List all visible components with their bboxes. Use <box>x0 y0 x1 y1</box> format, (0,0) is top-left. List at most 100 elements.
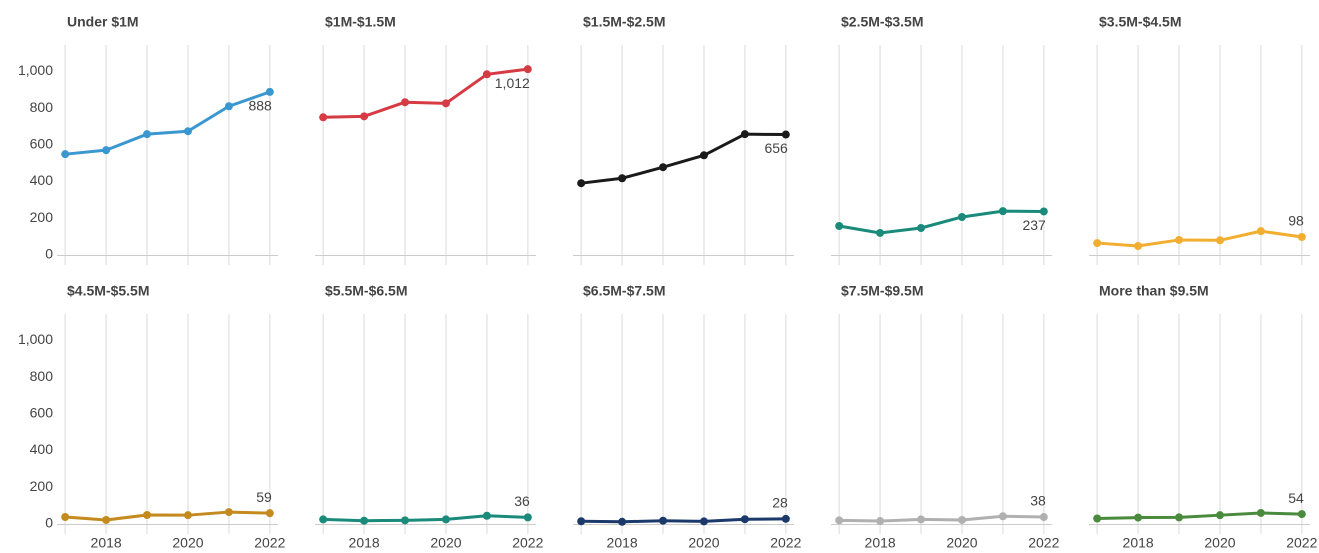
y-tick-label: 0 <box>45 515 53 531</box>
point <box>1093 514 1102 523</box>
series-line <box>1097 511 1302 520</box>
y-tick-label: 600 <box>30 136 54 152</box>
value-label: 59 <box>256 489 272 505</box>
point <box>143 511 152 520</box>
value-label: 1,012 <box>495 75 530 91</box>
point <box>482 511 491 520</box>
point <box>699 151 708 160</box>
point <box>917 224 926 233</box>
point <box>482 70 491 79</box>
panel-title: $1M-$1.5M <box>325 14 396 30</box>
point <box>143 130 152 139</box>
point <box>781 130 790 139</box>
point <box>957 212 966 221</box>
series-line <box>581 517 786 524</box>
y-tick-label: 200 <box>30 209 54 225</box>
point <box>957 515 966 524</box>
point <box>441 515 450 524</box>
point <box>523 65 532 74</box>
x-tick-label: 2020 <box>1204 535 1235 551</box>
point <box>577 517 586 526</box>
panel-title: Under $1M <box>67 14 139 30</box>
series-line <box>65 510 270 522</box>
point <box>61 150 70 159</box>
value-label: 98 <box>1288 213 1304 229</box>
series-line <box>65 90 271 156</box>
x-tick-label: 2018 <box>865 535 896 551</box>
x-tick-label: 2020 <box>430 535 461 551</box>
point <box>401 98 410 107</box>
x-tick-label: 2022 <box>1286 535 1317 551</box>
point <box>1134 242 1143 251</box>
point <box>61 513 70 522</box>
point <box>360 112 369 121</box>
y-tick-label: 800 <box>30 368 54 384</box>
point <box>740 130 749 139</box>
panel-title: $1.5M-$2.5M <box>583 14 665 30</box>
panel-title: More than $9.5M <box>1099 283 1209 299</box>
x-tick-label: 2018 <box>607 535 638 551</box>
point <box>224 508 233 517</box>
point <box>618 174 627 183</box>
point <box>1256 227 1265 236</box>
panel-title: $3.5M-$4.5M <box>1099 14 1181 30</box>
x-tick-label: 2020 <box>172 535 203 551</box>
point <box>1215 511 1224 520</box>
point <box>699 517 708 526</box>
value-label: 237 <box>1022 217 1046 233</box>
x-tick-label: 2022 <box>1028 535 1059 551</box>
value-label: 36 <box>514 493 530 509</box>
y-tick-label: 1,000 <box>18 331 53 347</box>
point <box>1093 239 1102 248</box>
point <box>1039 207 1048 216</box>
point <box>1297 233 1306 242</box>
point <box>1039 513 1048 522</box>
point <box>740 515 749 524</box>
point <box>183 511 192 520</box>
y-tick-label: 200 <box>30 478 54 494</box>
series-line <box>581 132 786 185</box>
point <box>781 514 790 523</box>
point <box>265 509 274 518</box>
point <box>835 221 844 230</box>
panel-title: $2.5M-$3.5M <box>841 14 923 30</box>
point <box>523 513 532 522</box>
point <box>876 517 885 526</box>
y-tick-label: 400 <box>30 441 54 457</box>
x-tick-label: 2018 <box>91 535 122 551</box>
panel-title: $7.5M-$9.5M <box>841 283 923 299</box>
series-line <box>1097 229 1303 248</box>
x-tick-label: 2018 <box>1123 535 1154 551</box>
series-line <box>839 514 1044 523</box>
point <box>1256 508 1265 517</box>
point <box>577 179 586 188</box>
value-label: 54 <box>1288 490 1304 506</box>
point <box>319 113 328 122</box>
point <box>998 512 1007 521</box>
series-line <box>323 67 529 119</box>
point <box>1134 513 1143 522</box>
point <box>876 228 885 237</box>
series-line <box>838 209 1044 235</box>
y-tick-label: 400 <box>30 172 54 188</box>
point <box>102 146 111 155</box>
point <box>1215 236 1224 245</box>
x-tick-label: 2022 <box>770 535 801 551</box>
y-tick-label: 1,000 <box>18 62 53 78</box>
panel-title: $4.5M-$5.5M <box>67 283 149 299</box>
point <box>183 127 192 136</box>
y-tick-label: 0 <box>45 246 53 262</box>
value-label: 38 <box>1030 493 1046 509</box>
point <box>1175 235 1184 244</box>
panel-title: $6.5M-$7.5M <box>583 283 665 299</box>
point <box>917 515 926 524</box>
point <box>319 515 328 524</box>
point <box>998 207 1007 216</box>
x-tick-label: 2022 <box>254 535 285 551</box>
y-tick-label: 600 <box>30 405 54 421</box>
x-tick-label: 2018 <box>349 535 380 551</box>
panel-title: $5.5M-$6.5M <box>325 283 407 299</box>
x-tick-label: 2020 <box>688 535 719 551</box>
